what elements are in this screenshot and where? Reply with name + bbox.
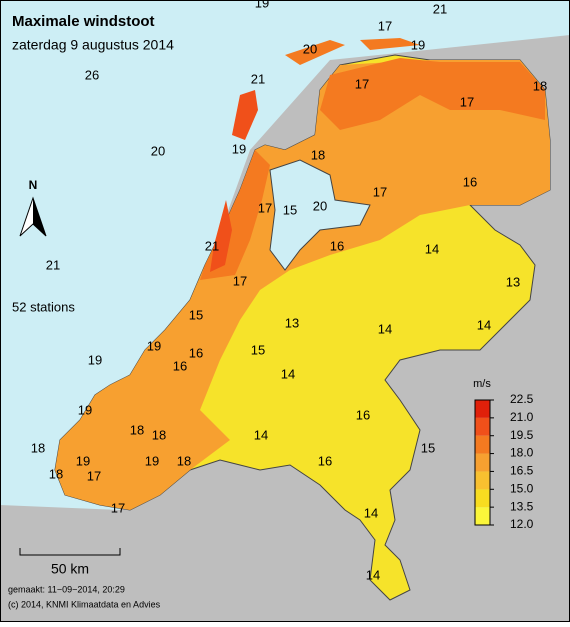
station-value: 17 <box>111 500 125 515</box>
zone-orange <box>55 60 550 510</box>
legend-swatch <box>475 489 490 508</box>
station-value: 16 <box>318 453 332 468</box>
station-value: 14 <box>366 567 380 582</box>
station-value: 17 <box>378 18 392 33</box>
station-count: 52 stations <box>12 299 75 314</box>
station-value: 15 <box>251 342 265 357</box>
station-value: 26 <box>85 67 99 82</box>
legend-label: 16.5 <box>510 464 534 478</box>
texel <box>232 90 258 140</box>
footer-copyright: (c) 2014, KNMI Klimaatdata en Advies <box>8 599 161 609</box>
station-value: 21 <box>46 257 60 272</box>
station-value: 21 <box>205 238 219 253</box>
zone-red <box>210 200 232 272</box>
station-value: 18 <box>130 422 144 437</box>
legend-swatch <box>475 507 490 525</box>
station-value: 18 <box>311 147 325 162</box>
station-value: 19 <box>76 453 90 468</box>
subtitle: zaterdag 9 augustus 2014 <box>12 37 174 53</box>
station-value: 20 <box>313 198 327 213</box>
station-value: 21 <box>251 71 265 86</box>
legend-swatch <box>475 417 490 436</box>
legend-label: 19.5 <box>510 428 534 442</box>
station-value: 17 <box>87 468 101 483</box>
legend-label: 21.0 <box>510 410 534 424</box>
legend-label: 15.0 <box>510 481 534 495</box>
station-value: 20 <box>303 41 317 56</box>
legend-unit: m/s <box>473 378 491 390</box>
station-value: 15 <box>421 440 435 455</box>
station-value: 18 <box>533 78 547 93</box>
station-value: 16 <box>356 407 370 422</box>
stations: 19 21 17 20 19 21 26 17 18 17 20 19 18 17 16 17 15 20 21 16… <box>31 0 547 582</box>
station-value: 16 <box>189 345 203 360</box>
station-value: 17 <box>460 94 474 109</box>
station-value: 19 <box>411 37 425 52</box>
station-value: 16 <box>173 358 187 373</box>
station-value: 17 <box>233 273 247 288</box>
station-value: 14 <box>281 366 295 381</box>
legend-border <box>474 399 491 526</box>
station-value: 14 <box>364 505 378 520</box>
station-value: 19 <box>147 338 161 353</box>
station-value: 19 <box>232 141 246 156</box>
north-label: N <box>29 178 38 192</box>
legend-label: 12.0 <box>510 517 534 531</box>
title: Maximale windstoot <box>12 13 155 30</box>
station-value: 19 <box>145 453 159 468</box>
station-value: 16 <box>330 238 344 253</box>
station-value: 17 <box>258 200 272 215</box>
scale-label: 50 km <box>51 561 89 577</box>
legend-swatch <box>475 400 490 418</box>
ijsselmeer <box>269 159 371 271</box>
station-value: 17 <box>355 76 369 91</box>
station-value: 19 <box>255 0 269 10</box>
legend-swatch <box>475 453 490 472</box>
legend-label: 18.0 <box>510 446 534 460</box>
station-value: 13 <box>506 274 520 289</box>
zone-dark-orange <box>320 58 545 130</box>
legend-swatch <box>475 471 490 490</box>
north-arrow-shade <box>33 198 46 236</box>
station-value: 13 <box>285 315 299 330</box>
station-value: 18 <box>31 440 45 455</box>
station-value: 20 <box>151 143 165 158</box>
station-value: 19 <box>88 352 102 367</box>
scale-bar <box>19 548 121 556</box>
station-value: 18 <box>177 453 191 468</box>
legend-label: 22.5 <box>510 392 534 406</box>
station-value: 15 <box>283 202 297 217</box>
station-value: 19 <box>78 402 92 417</box>
station-value: 17 <box>373 184 387 199</box>
station-value: 16 <box>463 174 477 189</box>
station-value: 14 <box>378 321 392 336</box>
wadden-isle <box>285 40 345 65</box>
station-value: 18 <box>49 466 63 481</box>
wadden-isle <box>360 38 420 50</box>
legend-label: 13.5 <box>510 499 534 513</box>
legend-swatch <box>475 435 490 454</box>
station-value: 15 <box>189 307 203 322</box>
legend: 22.5 21.0 19.5 18.0 16.5 15.0 13.5 12.0 <box>474 392 534 531</box>
station-value: 14 <box>425 241 439 256</box>
station-value: 18 <box>152 427 166 442</box>
station-value: 14 <box>254 427 268 442</box>
station-value: 14 <box>477 317 491 332</box>
station-value: 21 <box>433 1 447 16</box>
footer-made: gemaakt: 11−09−2014, 20:29 <box>8 584 125 594</box>
